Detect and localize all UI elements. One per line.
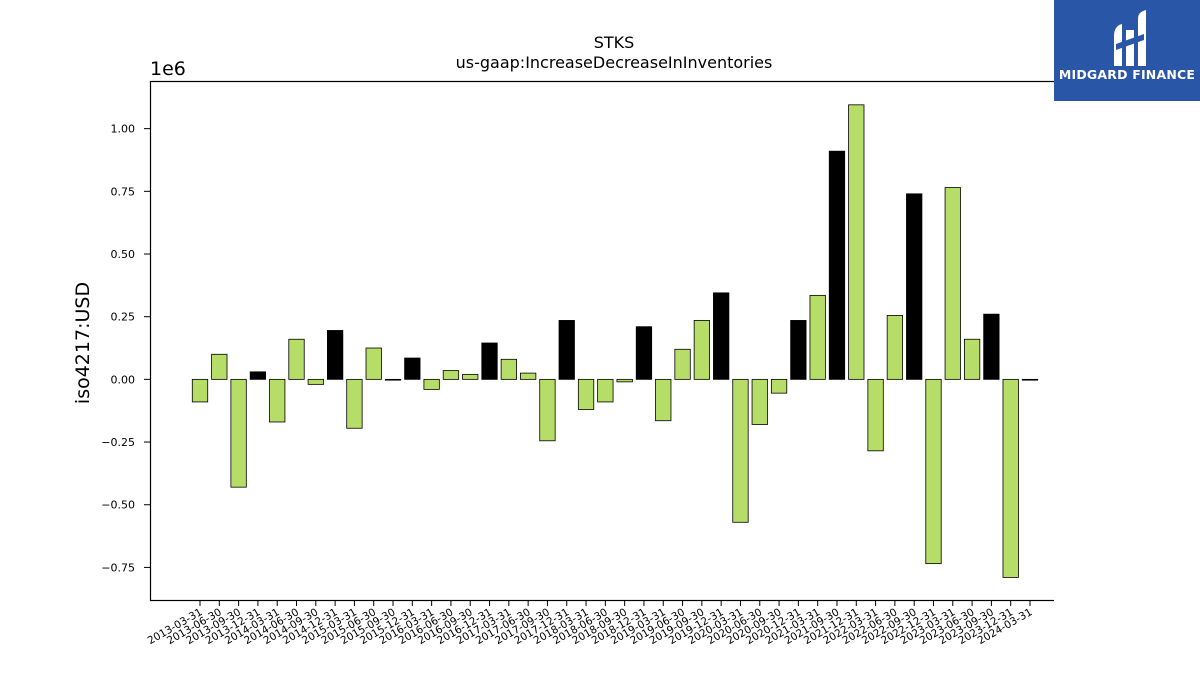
bar-2013-03-31 (191, 378, 209, 403)
bar-2020-12-31 (790, 320, 807, 380)
bar-2023-03-31 (944, 187, 961, 380)
y-tick-label: −0.75 (101, 561, 135, 574)
bar-2015-09-30 (384, 378, 402, 381)
y-tick-label: 0.25 (111, 311, 136, 324)
bar-2016-09-30 (462, 373, 479, 380)
bar-2024-03-31 (1021, 378, 1039, 381)
chart-title: STKS (594, 33, 635, 52)
bar-2018-09-30 (616, 378, 633, 383)
y-axis-label: iso4217:USD (72, 282, 94, 404)
bars-group (191, 104, 1039, 578)
bar-2014-12-31 (326, 330, 344, 380)
bar-2021-03-31 (809, 294, 826, 380)
bar-2014-09-30 (307, 378, 324, 385)
bar-2020-06-30 (751, 378, 768, 425)
bar-2022-12-31 (925, 378, 942, 565)
bar-2015-12-31 (404, 357, 421, 380)
bar-2021-12-31 (848, 104, 865, 380)
bar-2016-12-31 (481, 342, 498, 380)
bar-2016-06-30 (442, 370, 460, 380)
bar-2023-12-31 (1002, 378, 1019, 578)
y-tick-label: 0.50 (111, 248, 136, 261)
bar-2017-03-31 (500, 358, 517, 380)
y-tick-label: 0.75 (111, 185, 136, 198)
bar-2015-03-31 (346, 378, 363, 429)
bar-2022-09-30 (906, 193, 923, 380)
bar-2016-03-31 (423, 378, 440, 390)
bar-2013-09-30 (230, 378, 247, 488)
bar-2017-12-31 (558, 320, 575, 380)
chart-subtitle: us-gaap:IncreaseDecreaseInInventories (456, 53, 773, 72)
y-tick-label: −0.25 (101, 436, 135, 449)
x-ticks-group: 2013-03-312013-06-302013-09-302013-12-31… (146, 600, 1035, 647)
bar-2020-09-30 (770, 378, 788, 394)
bar-2015-06-30 (365, 347, 382, 380)
bar-2014-06-30 (288, 338, 305, 380)
bar-2019-06-30 (674, 348, 691, 380)
bar-2018-03-31 (577, 378, 595, 410)
bar-2017-09-30 (539, 378, 556, 442)
bar-2021-09-30 (828, 150, 846, 380)
bar-2017-06-30 (520, 372, 537, 380)
bar-2023-06-30 (963, 338, 981, 380)
y-tick-label: 1.00 (111, 123, 136, 136)
bar-2013-06-30 (211, 353, 228, 380)
bar-2019-03-31 (655, 378, 672, 422)
bar-2019-12-31 (713, 292, 730, 380)
bar-2023-09-30 (983, 313, 1000, 380)
plot-frame (149, 80, 1054, 602)
y-tick-label: 0.00 (111, 373, 136, 386)
bar-2018-06-30 (597, 378, 614, 403)
midgard-logo-icon (1114, 10, 1146, 66)
y-tick-label: −0.50 (101, 499, 135, 512)
logo-text: MIDGARD FINANCE (1058, 67, 1196, 82)
bar-2014-03-31 (269, 378, 286, 423)
y-ticks-group: −0.75 −0.50 −0.25 0.00 0.25 0.50 0.75 1.00 (101, 123, 150, 574)
y-offset-label: 1e6 (150, 58, 186, 80)
bar-2018-12-31 (635, 326, 653, 380)
bar-2020-03-31 (732, 378, 749, 523)
bar-2019-09-30 (693, 320, 710, 380)
brand-logo: MIDGARD FINANCE (1054, 0, 1200, 101)
bar-2013-12-31 (249, 371, 267, 380)
bar-chart: STKS us-gaap:IncreaseDecreaseInInventori… (72, 33, 1054, 647)
bar-2022-03-31 (867, 378, 884, 452)
bar-2022-06-30 (886, 315, 903, 380)
